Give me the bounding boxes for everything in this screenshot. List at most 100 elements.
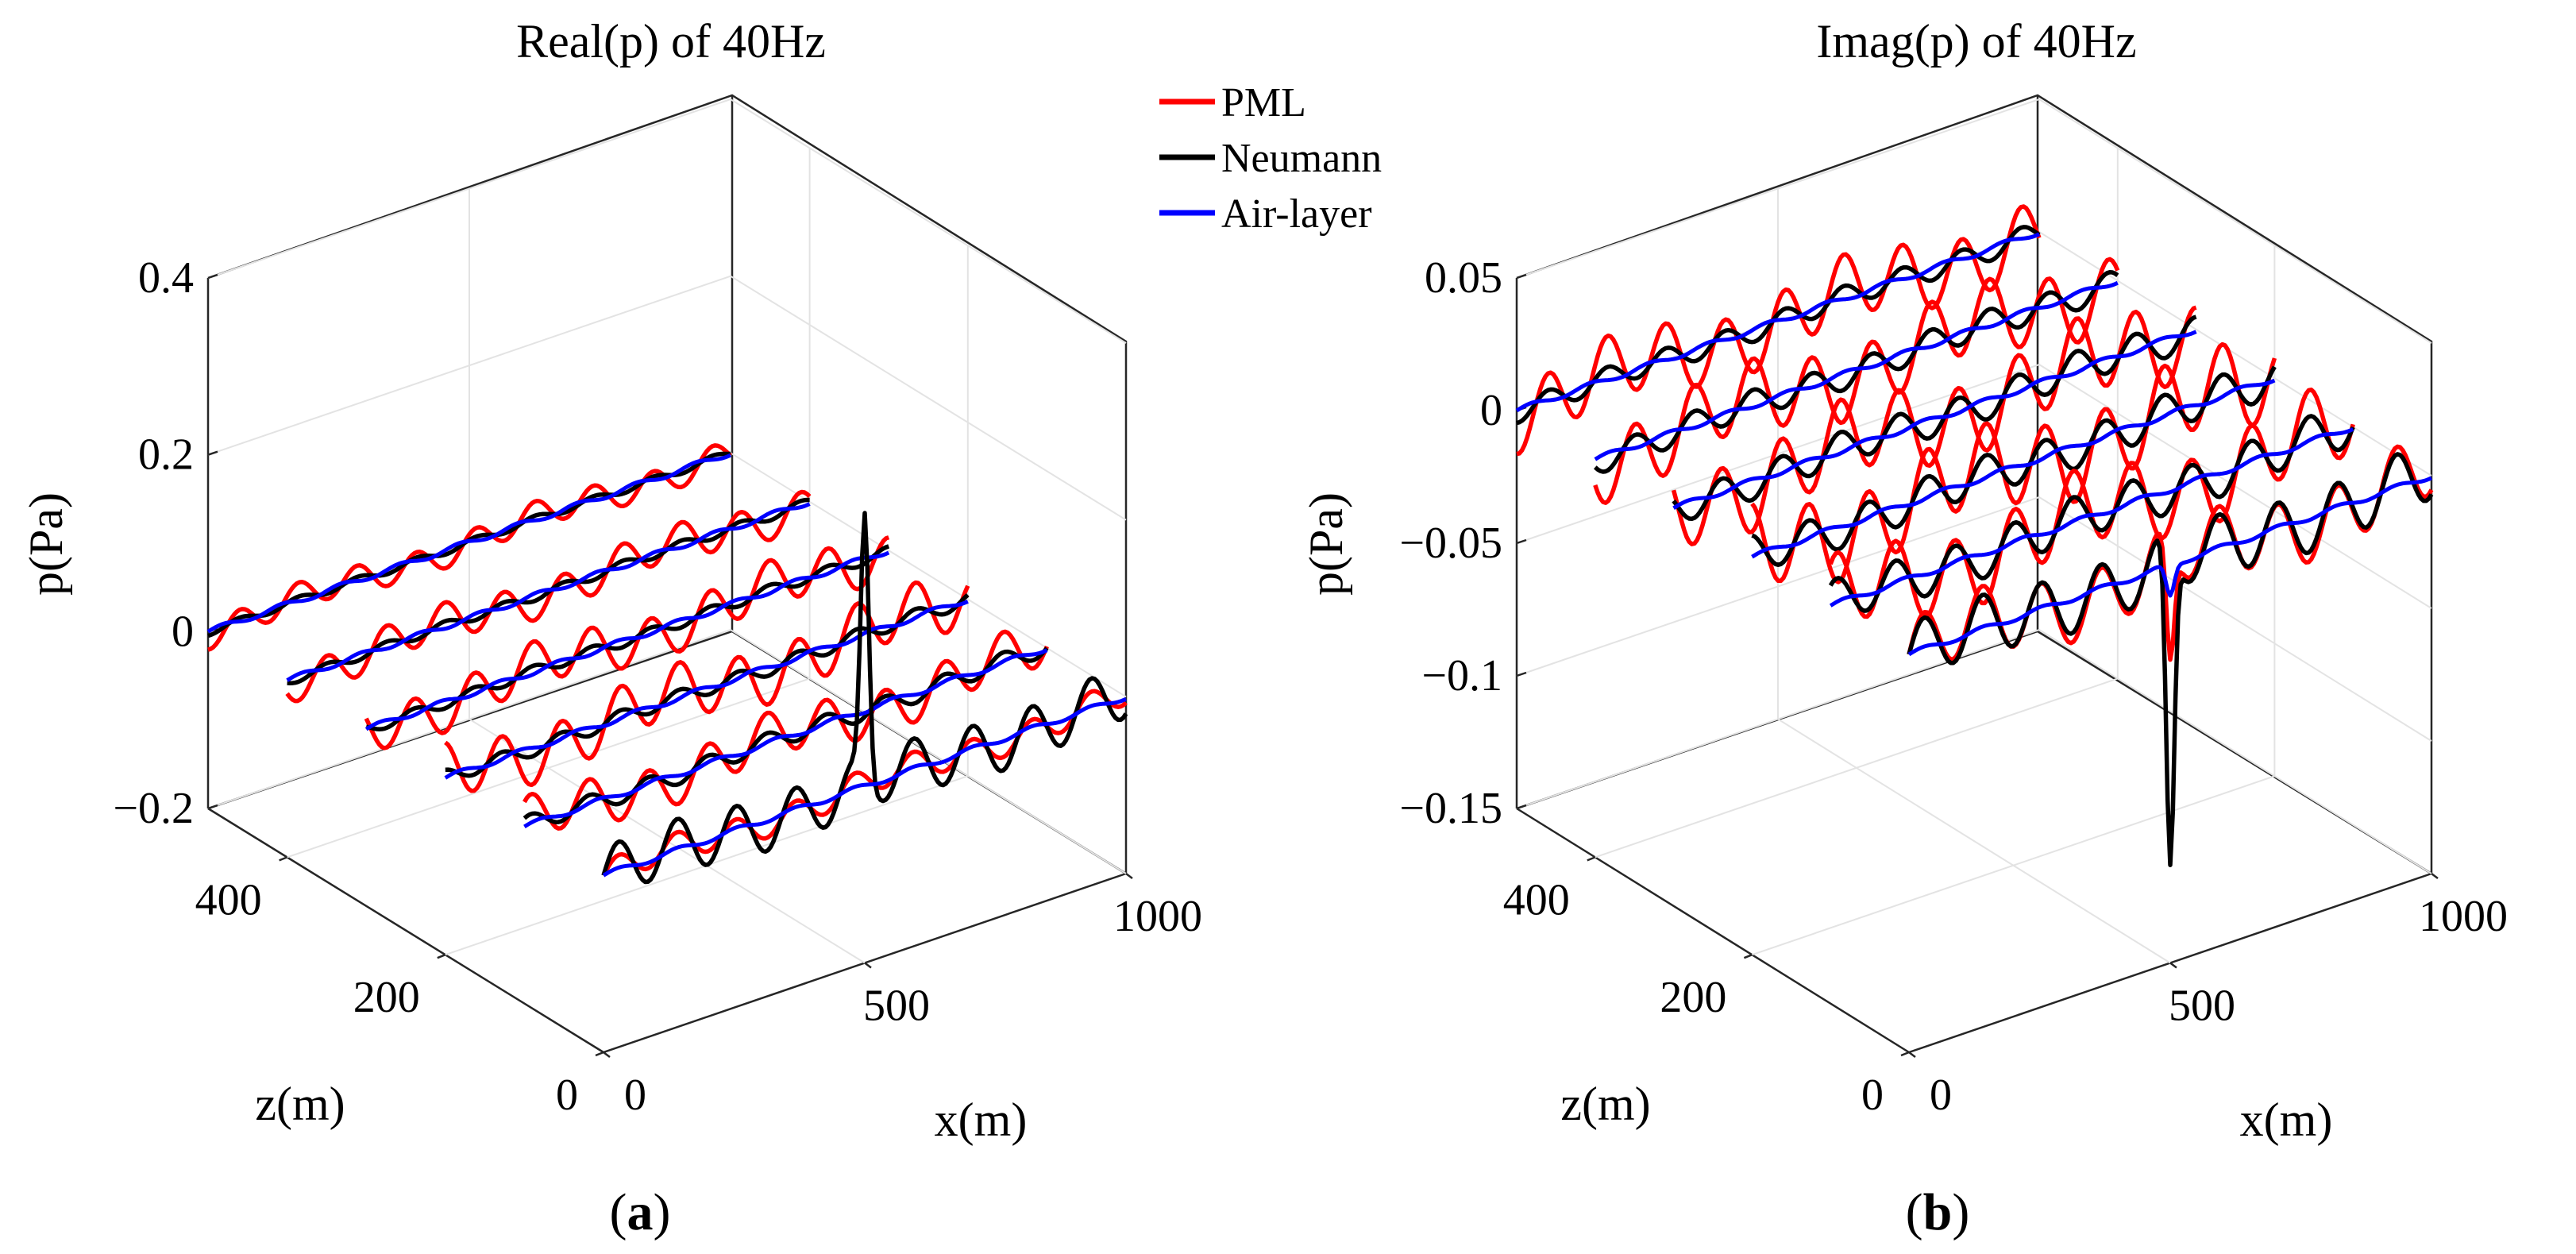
z-tick-label-4: 0.05: [1425, 253, 1502, 303]
grid-line-y-0: [1752, 245, 2276, 956]
z-tick-mark-3: [207, 273, 218, 280]
legend-label-pml: PML: [1221, 80, 1306, 125]
x-tick-label-2: 1000: [2419, 892, 2508, 941]
grid-line-z-0: [1516, 628, 2432, 874]
legend-item-neumann: Neumann: [1159, 136, 1382, 181]
series-line-air-layer-z200: [1751, 378, 2276, 559]
series-line-air-layer-z300: [1672, 330, 2197, 510]
y-tick-mark-2: [1587, 856, 1596, 862]
grid-line-z-2: [207, 275, 1127, 521]
y-tick-mark-1: [1743, 954, 1753, 959]
series-line-pml-z300: [364, 535, 890, 750]
y-tick-label-1: 200: [353, 973, 420, 1022]
z-tick-label-3: 0.4: [138, 253, 194, 303]
legend-box: [1143, 79, 1410, 246]
z-tick-mark-1: [1516, 671, 1527, 677]
y-tick-label-1: 200: [1660, 973, 1726, 1022]
panel-a-xlabel: x(m): [935, 1094, 1028, 1146]
series-line-air-layer-z300: [364, 550, 890, 731]
z-tick-label-2: −0.05: [1399, 519, 1502, 568]
legend: PML Neumann Air-layer: [1143, 79, 1410, 246]
grid-line-y-0: [445, 245, 969, 956]
z-tick-mark-0: [1516, 804, 1527, 810]
series-line-air-layer-z400: [1594, 280, 2119, 461]
y-tick-mark-2: [279, 856, 288, 862]
x-tick-mark-1: [864, 962, 872, 969]
z-tick-label-0: −0.2: [113, 784, 194, 833]
series-line-neumann-z200: [1751, 365, 2277, 567]
z-tick-label-3: 0: [1480, 386, 1502, 435]
panel-a-lines: [206, 443, 1128, 885]
y-tick-label-2: 400: [1503, 875, 1570, 924]
grid-line-z-1: [1516, 496, 2432, 742]
panel-b-title: Imag(p) of 40Hz: [1816, 15, 2136, 68]
panel-b-zlabel: p(Pa): [1300, 492, 1352, 596]
legend-label-neumann: Neumann: [1221, 136, 1382, 181]
grid-line-y-1: [287, 148, 811, 859]
series-line-pml-z200: [1750, 341, 2277, 585]
y-tick-mark-0: [1900, 1051, 1910, 1057]
panel-a-zlabel: p(Pa): [20, 492, 72, 596]
y-tick-label-0: 0: [556, 1071, 578, 1120]
series-line-pml-z400: [285, 489, 812, 704]
grid-line-x-0: [469, 188, 866, 964]
legend-item-pml: PML: [1159, 80, 1306, 125]
x-tick-mark-1: [2169, 962, 2177, 969]
panel-a: Real(p) of 40Hz −0.2 0 0.2 0.4 0 500 1000 0 200 4…: [20, 15, 1202, 1241]
z-tick-mark-0: [207, 804, 218, 810]
y-tick-label-0: 0: [1861, 1071, 1884, 1120]
y-tick-label-2: 400: [195, 875, 262, 924]
x-tick-mark-2: [1125, 873, 1133, 879]
series-line-neumann-z300: [365, 544, 890, 731]
z-tick-label-0: −0.15: [1399, 784, 1502, 833]
panel-b-ylabel: z(m): [1560, 1078, 1650, 1130]
series-line-air-layer-z500: [206, 453, 732, 634]
panel-a-title: Real(p) of 40Hz: [516, 15, 826, 68]
z-tick-label-1: 0: [172, 607, 194, 656]
series-line-pml-z400: [1593, 257, 2120, 505]
panel-b-caption: (b): [1906, 1183, 1970, 1241]
x-tick-mark-2: [2431, 873, 2439, 879]
z-tick-mark-2: [207, 450, 218, 456]
panel-b: Imag(p) of 40Hz −0.15 −0.1 −0.05 0 0.05 0 500 1…: [1300, 15, 2508, 1241]
panel-a-ylabel: z(m): [255, 1078, 345, 1130]
x-tick-label-2: 1000: [1113, 892, 1202, 941]
series-line-air-layer-z200: [444, 600, 969, 780]
legend-label-air-layer: Air-layer: [1221, 191, 1372, 237]
x-tick-label-1: 500: [2169, 982, 2235, 1031]
panel-a-caption: (a): [610, 1183, 671, 1241]
series-line-neumann-z300: [1672, 314, 2197, 522]
panel-b-ticks: −0.15 −0.1 −0.05 0 0.05 0 500 1000 0 200 400: [1399, 253, 2508, 1120]
series-line-air-layer-z100: [1829, 427, 2354, 608]
z-tick-mark-4: [1516, 273, 1527, 280]
z-tick-label-1: −0.1: [1421, 651, 1502, 700]
x-tick-mark-0: [603, 1051, 611, 1058]
legend-item-air-layer: Air-layer: [1159, 191, 1372, 237]
z-tick-mark-2: [1516, 538, 1527, 545]
panel-b-lines: [1515, 204, 2434, 867]
series-line-neumann-z0: [1907, 452, 2434, 867]
series-line-air-layer-z100: [523, 648, 1048, 829]
series-line-neumann-z0: [601, 511, 1128, 885]
series-line-neumann-z100: [1828, 414, 2355, 613]
x-tick-label-0: 0: [1930, 1071, 1952, 1120]
series-line-neumann-z400: [1593, 270, 2119, 474]
y-tick-mark-0: [595, 1051, 604, 1057]
series-line-air-layer-z0: [1907, 476, 2433, 657]
grid-line-x-0: [1777, 188, 2171, 964]
panel-a-caption-label: a: [627, 1183, 654, 1241]
panel-b-xlabel: x(m): [2240, 1094, 2333, 1146]
series-line-air-layer-z400: [286, 502, 811, 682]
panel-a-ticks: −0.2 0 0.2 0.4 0 500 1000 0 200 400: [113, 253, 1202, 1120]
grid-line-z-3: [207, 98, 1127, 344]
grid-line-z-2: [1516, 363, 2432, 609]
y-tick-mark-1: [437, 954, 446, 959]
z-tick-label-2: 0.2: [138, 430, 194, 480]
series-line-pml-z200: [444, 580, 970, 793]
series-line-neumann-z200: [445, 593, 970, 778]
x-tick-mark-0: [1908, 1051, 1916, 1058]
grid-line-y-1: [1595, 148, 2119, 859]
series-line-neumann-z100: [523, 646, 1049, 824]
x-tick-label-1: 500: [863, 982, 930, 1031]
